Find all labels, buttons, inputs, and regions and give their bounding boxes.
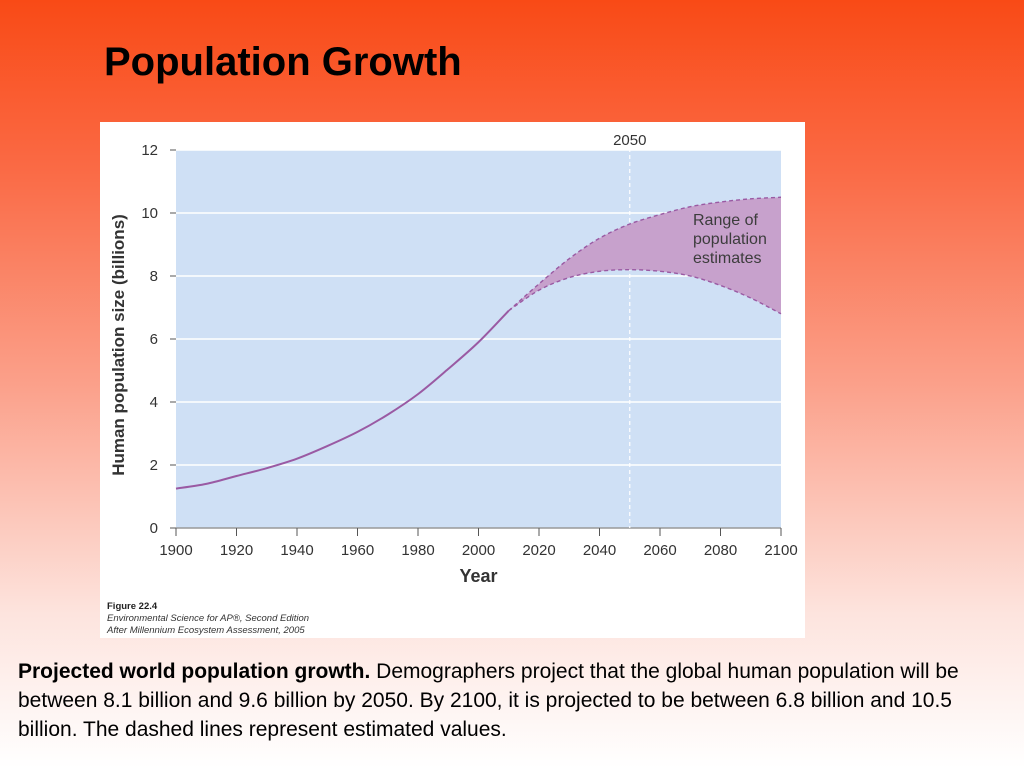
y-tick-label-6: 6 (150, 331, 158, 348)
description-lead: Projected world population growth. (18, 660, 371, 683)
y-tick-label-2: 2 (150, 457, 158, 474)
range-band-area (508, 197, 781, 314)
figure-caption-source: Environmental Science for AP®, Second Ed… (107, 613, 310, 624)
y-tick-label-8: 8 (150, 268, 158, 285)
y-tick-label-0: 0 (150, 520, 158, 537)
x-tick-label-2040: 2040 (583, 542, 616, 559)
slide-title: Population Growth (104, 40, 462, 84)
x-tick-label-2020: 2020 (522, 542, 555, 559)
figure-caption-credit: After Millennium Ecosystem Assessment, 2… (107, 625, 305, 636)
x-tick-label-1920: 1920 (220, 542, 253, 559)
range-annotation-line-1: Range of (693, 212, 758, 229)
series-low-estimate-line (508, 268, 782, 315)
series-historical-line (175, 309, 510, 490)
x-axis-title: Year (459, 566, 497, 586)
population-chart: 0 2 4 6 8 10 12 1900 1920 1940 1960 1980 2000 2020 204… (109, 132, 798, 586)
x-tick-label-1980: 1980 (401, 542, 434, 559)
x-tick-label-2080: 2080 (704, 542, 737, 559)
y-axis-title: Human population size (billions) (109, 214, 128, 476)
figure-panel: 0 2 4 6 8 10 12 1900 1920 1940 1960 1980 2000 2020 204… (100, 122, 805, 638)
x-tick-label-1900: 1900 (159, 542, 192, 559)
marker-2050-label: 2050 (613, 132, 646, 149)
description-body: Demographers project that the global hum… (18, 660, 959, 741)
x-tick-label-2100: 2100 (764, 542, 797, 559)
x-tick-label-2000: 2000 (462, 542, 495, 559)
y-tick-label-4: 4 (150, 394, 158, 411)
x-tick-label-1960: 1960 (341, 542, 374, 559)
x-tick-label-2060: 2060 (643, 542, 676, 559)
slide-description: Projected world population growth. Demog… (18, 657, 1008, 744)
y-tick-label-12: 12 (141, 142, 158, 159)
y-tick-label-10: 10 (141, 205, 158, 222)
range-annotation-line-3: estimates (693, 250, 761, 267)
x-tick-label-1940: 1940 (280, 542, 313, 559)
figure-caption-number: Figure 22.4 (107, 601, 158, 612)
range-annotation-line-2: population (693, 231, 767, 248)
